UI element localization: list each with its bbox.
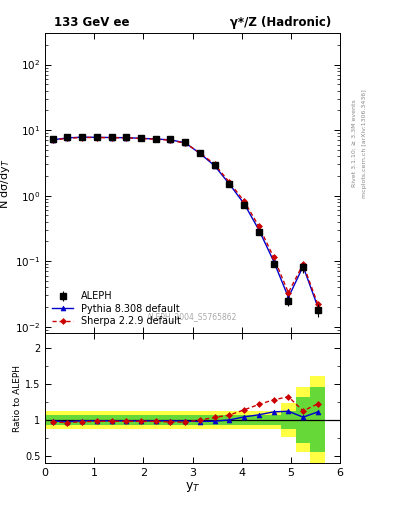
Pythia 8.308 default <box>242 201 246 207</box>
Sherpa 2.2.9 default <box>242 198 246 204</box>
Sherpa 2.2.9 default <box>316 301 320 307</box>
Sherpa 2.2.9 default <box>183 140 187 146</box>
Sherpa 2.2.9 default <box>257 223 261 229</box>
Text: 133 GeV ee: 133 GeV ee <box>54 16 130 29</box>
Sherpa 2.2.9 default <box>50 137 55 143</box>
Sherpa 2.2.9 default <box>124 135 129 141</box>
Sherpa 2.2.9 default <box>139 135 143 141</box>
Pythia 8.308 default <box>198 151 202 157</box>
Text: γ*/Z (Hadronic): γ*/Z (Hadronic) <box>230 16 331 29</box>
Text: ALEPH_2004_S5765862: ALEPH_2004_S5765862 <box>147 312 238 321</box>
Line: Sherpa 2.2.9 default: Sherpa 2.2.9 default <box>50 136 320 306</box>
Sherpa 2.2.9 default <box>80 135 84 141</box>
Text: Rivet 3.1.10; ≥ 3.3M events: Rivet 3.1.10; ≥ 3.3M events <box>352 99 357 187</box>
Sherpa 2.2.9 default <box>168 137 173 143</box>
Text: mcplots.cern.ch [arXiv:1306.3436]: mcplots.cern.ch [arXiv:1306.3436] <box>362 89 367 198</box>
Pythia 8.308 default <box>139 135 143 141</box>
Pythia 8.308 default <box>257 227 261 233</box>
Pythia 8.308 default <box>212 163 217 169</box>
Pythia 8.308 default <box>65 135 70 141</box>
Sherpa 2.2.9 default <box>94 135 99 141</box>
Sherpa 2.2.9 default <box>212 161 217 167</box>
Line: Pythia 8.308 default: Pythia 8.308 default <box>50 135 320 309</box>
Pythia 8.308 default <box>109 135 114 141</box>
Pythia 8.308 default <box>301 263 305 269</box>
Pythia 8.308 default <box>153 136 158 142</box>
Pythia 8.308 default <box>316 304 320 310</box>
Pythia 8.308 default <box>50 137 55 143</box>
Sherpa 2.2.9 default <box>109 135 114 141</box>
Legend: ALEPH, Pythia 8.308 default, Sherpa 2.2.9 default: ALEPH, Pythia 8.308 default, Sherpa 2.2.… <box>50 289 183 328</box>
Pythia 8.308 default <box>80 134 84 140</box>
Y-axis label: N dσ/dy$_T$: N dσ/dy$_T$ <box>0 158 12 208</box>
Sherpa 2.2.9 default <box>153 136 158 142</box>
Y-axis label: Ratio to ALEPH: Ratio to ALEPH <box>13 365 22 432</box>
Pythia 8.308 default <box>286 294 291 301</box>
Pythia 8.308 default <box>227 181 232 187</box>
Pythia 8.308 default <box>168 137 173 143</box>
Pythia 8.308 default <box>94 134 99 140</box>
Pythia 8.308 default <box>271 258 276 264</box>
Sherpa 2.2.9 default <box>227 179 232 185</box>
Sherpa 2.2.9 default <box>65 135 70 141</box>
X-axis label: y$_T$: y$_T$ <box>185 480 200 494</box>
Pythia 8.308 default <box>124 135 129 141</box>
Sherpa 2.2.9 default <box>198 150 202 156</box>
Sherpa 2.2.9 default <box>271 254 276 260</box>
Sherpa 2.2.9 default <box>286 290 291 296</box>
Sherpa 2.2.9 default <box>301 261 305 267</box>
Pythia 8.308 default <box>183 140 187 146</box>
